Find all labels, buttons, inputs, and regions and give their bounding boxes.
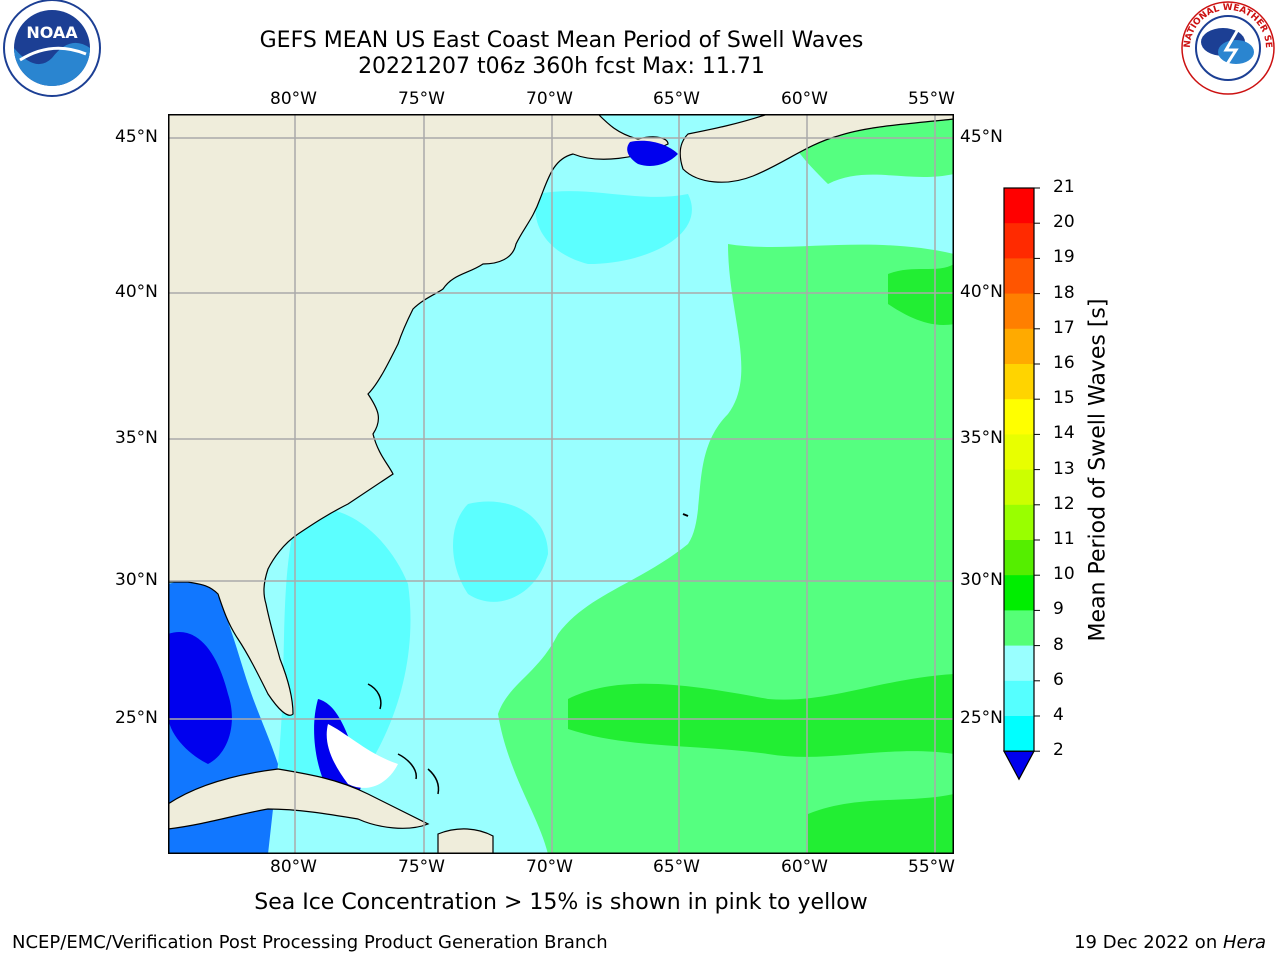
map-frame [168,114,954,854]
land-bahamas-3 [427,768,440,795]
lon-label-bottom-80w: 80°W [270,857,317,877]
lon-label-bottom-65w: 65°W [653,857,700,877]
lon-label-top-70w: 70°W [526,89,573,109]
colorbar-segment [1004,575,1034,611]
land-hispaniola [437,828,494,854]
land-cuba [168,768,430,830]
land-north-america [168,114,669,716]
footer-date-host: 19 Dec 2022 on Hera [1074,932,1266,953]
lon-label-top-75w: 75°W [398,89,445,109]
lon-label-top-55w: 55°W [908,89,955,109]
land-bermuda [682,513,689,517]
colorbar [1002,187,1040,781]
colorbar-tick-label: 2 [1053,740,1064,761]
colorbar-tick-label: 11 [1053,529,1075,549]
colorbar-segment [1004,223,1034,259]
swell-period-map [168,114,954,854]
land-nova-scotia [679,114,954,183]
sea-ice-note: Sea Ice Concentration > 15% is shown in … [254,890,868,915]
lat-label-left-40n: 40°N [115,282,158,302]
lat-label-right-35n: 35°N [960,428,1003,448]
colorbar-tick-label: 16 [1053,353,1075,373]
chart-title: GEFS MEAN US East Coast Mean Period of S… [259,28,864,53]
lon-label-top-65w: 65°W [653,89,700,109]
colorbar-segment [1004,716,1034,752]
footer-date: 19 Dec 2022 on [1074,932,1223,953]
swell-period-10-11-east [888,264,954,325]
noaa-logo-text: NOAA [26,23,78,42]
colorbar-segment [1004,258,1034,295]
lat-label-right-45n: 45°N [960,127,1003,147]
colorbar-tick-label: 17 [1053,317,1075,338]
footer-host: Hera [1222,932,1266,953]
colorbar-tick-label: 8 [1053,634,1064,655]
colorbar-tick-label: 14 [1053,423,1075,444]
lat-label-right-40n: 40°N [960,282,1003,302]
lat-label-left-45n: 45°N [115,127,158,147]
colorbar-segment [1004,399,1034,435]
colorbar-segment [1004,188,1034,224]
colorbar-segment [1004,504,1034,541]
colorbar-segment [1004,293,1034,330]
colorbar-tick-label: 15 [1053,388,1075,409]
swell-period-8-9-mid [453,501,548,602]
colorbar-segment [1004,364,1034,400]
colorbar-tick-label: 6 [1053,669,1064,690]
colorbar-tick-label: 9 [1053,599,1064,620]
swell-period-10-11-band [568,674,954,757]
colorbar-segment [1004,680,1034,717]
land-bahamas-1 [367,683,382,710]
colorbar-tick-label: 12 [1053,493,1075,514]
nws-logo: NATIONAL WEATHER SERVICE [1178,0,1275,95]
lon-label-bottom-75w: 75°W [398,857,445,877]
lat-label-left-30n: 30°N [115,570,158,590]
colorbar-title: Mean Period of Swell Waves [s] [1085,298,1111,642]
swell-period-10-11-southeast [808,794,954,854]
lat-label-left-35n: 35°N [115,428,158,448]
graticule [168,114,954,854]
lat-label-left-25n: 25°N [115,708,158,728]
colorbar-tick-label: 19 [1053,247,1075,268]
lon-label-bottom-60w: 60°W [781,857,828,877]
noaa-logo: NOAA [3,0,101,97]
colorbar-segment [1004,469,1034,506]
land-bahamas-2 [397,753,417,780]
colorbar-segment [1004,328,1034,365]
colorbar-segment [1004,434,1034,471]
colorbar-tick-label: 4 [1053,705,1064,725]
swell-period-8-9-coastal [535,191,692,264]
swell-period-8-9-southern [278,508,411,804]
colorbar-tick-label: 18 [1053,282,1075,303]
colorbar-tick-label: 10 [1053,564,1075,585]
lon-label-top-60w: 60°W [781,89,828,109]
colorbar-tick-label: 20 [1053,212,1075,233]
colorbar-segment [1004,610,1034,647]
bay-of-fundy [627,140,678,166]
sheltered-white-zone [326,724,398,788]
footer-organization: NCEP/EMC/Verification Post Processing Pr… [12,932,608,953]
lon-label-bottom-70w: 70°W [526,857,573,877]
lat-label-right-25n: 25°N [960,708,1003,728]
swell-period-2-4-gulf-core [168,632,232,764]
lon-label-bottom-55w: 55°W [908,857,955,877]
colorbar-tick-label: 21 [1053,177,1075,197]
lat-label-right-30n: 30°N [960,570,1003,590]
colorbar-extend-arrow [1002,750,1036,781]
colorbar-segment [1004,645,1034,682]
colorbar-tick-label: 13 [1053,458,1075,479]
lon-label-top-80w: 80°W [270,89,317,109]
colorbar-segment [1004,540,1034,576]
chart-subtitle-run: 20221207 t06z 360h fcst Max: 11.71 [358,54,765,79]
